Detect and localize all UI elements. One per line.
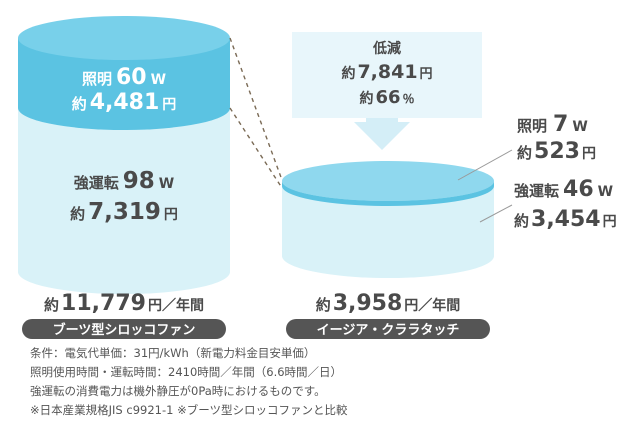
body-segment-strong xyxy=(18,108,230,294)
right-strong-cost-line: 約3,454 円 xyxy=(514,207,617,232)
left-category-name: ブーツ型シロッコファン xyxy=(53,322,196,338)
note-line: 条件：電気代単価：31円/kWh（新電力料金目安単価） xyxy=(30,346,316,360)
right-category-name: イージア・クララタッチ xyxy=(317,323,460,338)
right-strong-watts: 46 xyxy=(563,177,594,202)
reduction-percent: 66 xyxy=(375,87,400,108)
left-strong-label: 強運転 xyxy=(74,174,119,192)
left-strong-cost: 7,319 xyxy=(88,199,161,225)
left-category-badge xyxy=(22,319,226,339)
left-strong-watts: 98 xyxy=(123,168,155,194)
right-light-watts: 7 xyxy=(553,112,568,137)
note-line: 強運転の消費電力は機外静圧が0Pa時におけるものです。 xyxy=(30,384,326,398)
right-light-label: 照明 xyxy=(517,117,547,135)
left-strong-cost-line: 約 7,319 円 xyxy=(70,199,178,225)
reduction-amount-line: 約 7,841 円 xyxy=(341,61,432,83)
leader-line-strong xyxy=(479,204,513,223)
right-total-value: 3,958 xyxy=(333,291,403,316)
right-category-badge xyxy=(286,319,490,339)
top-ellipse xyxy=(18,16,230,60)
right-light-cost: 523 xyxy=(534,139,580,164)
right-body-segment xyxy=(282,185,494,278)
left-light-label: 照明 xyxy=(82,70,112,88)
right-strong-label-line: 強運転 46 W xyxy=(514,177,613,202)
right-top-rim xyxy=(282,181,494,206)
right-light-label-line: 照明 7 W xyxy=(517,112,588,137)
left-total: 約11,779 円／年間 xyxy=(44,291,204,316)
right-top-ellipse xyxy=(282,161,494,201)
callout-arrow xyxy=(354,118,410,150)
cost-comparison-chart: 照明 60 W 約 4,481 円 強運転 98 W 約 7,319 円 低減 約 7,841 円 … xyxy=(18,16,617,339)
connector-line-bottom xyxy=(229,107,283,189)
right-strong-label: 強運転 xyxy=(514,182,559,200)
note-line: 照明使用時間・運転時間：2410時間／年間（6.6時間／日） xyxy=(30,365,343,379)
left-light-w: W xyxy=(151,72,166,88)
cylinder-easia-clara-touch xyxy=(282,161,494,278)
top-segment-lighting xyxy=(18,38,230,130)
note-line: ※日本産業規格JIS c9921-1 ※ブーツ型シロッコファンと比較 xyxy=(30,403,348,417)
reduction-amount: 7,841 xyxy=(357,61,417,83)
leader-line-light xyxy=(457,149,513,181)
left-light-label-line: 照明 60 W xyxy=(82,65,166,90)
left-light-cost: 4,481 xyxy=(90,90,160,115)
connector-line-top xyxy=(229,37,283,181)
left-total-value: 11,779 xyxy=(61,291,146,316)
cylinder-boots-sirocco: 照明 60 W 約 4,481 円 強運転 98 W 約 7,319 円 xyxy=(18,16,230,294)
right-strong-cost: 3,454 xyxy=(531,207,601,232)
reduction-callout: 低減 約 7,841 円 約 66 ％ xyxy=(292,32,482,150)
left-strong-label-line: 強運転 98 W xyxy=(74,168,174,194)
right-light-cost-line: 約523 円 xyxy=(517,139,596,164)
left-light-cost-line: 約 4,481 円 xyxy=(72,90,177,115)
left-light-watts: 60 xyxy=(116,65,147,90)
right-total: 約3,958 円／年間 xyxy=(316,291,461,316)
reduction-percent-line: 約 66 ％ xyxy=(359,87,414,108)
conditions-notes: 条件：電気代単価：31円/kWh（新電力料金目安単価） 照明使用時間・運転時間：… xyxy=(30,344,348,420)
callout-box xyxy=(292,32,482,118)
reduction-title: 低減 xyxy=(372,40,401,57)
